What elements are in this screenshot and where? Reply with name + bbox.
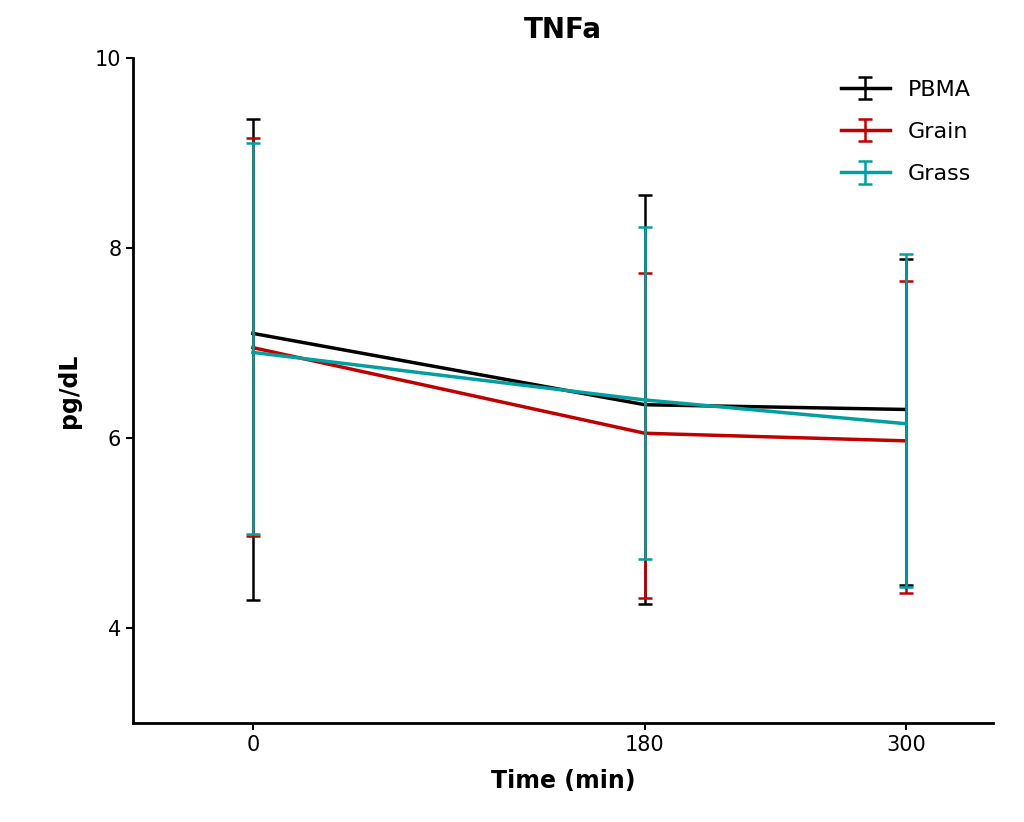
Y-axis label: pg/dL: pg/dL <box>57 353 81 427</box>
X-axis label: Time (min): Time (min) <box>490 769 636 793</box>
Legend: PBMA, Grain, Grass: PBMA, Grain, Grass <box>829 69 982 196</box>
Title: TNFa: TNFa <box>524 16 602 44</box>
